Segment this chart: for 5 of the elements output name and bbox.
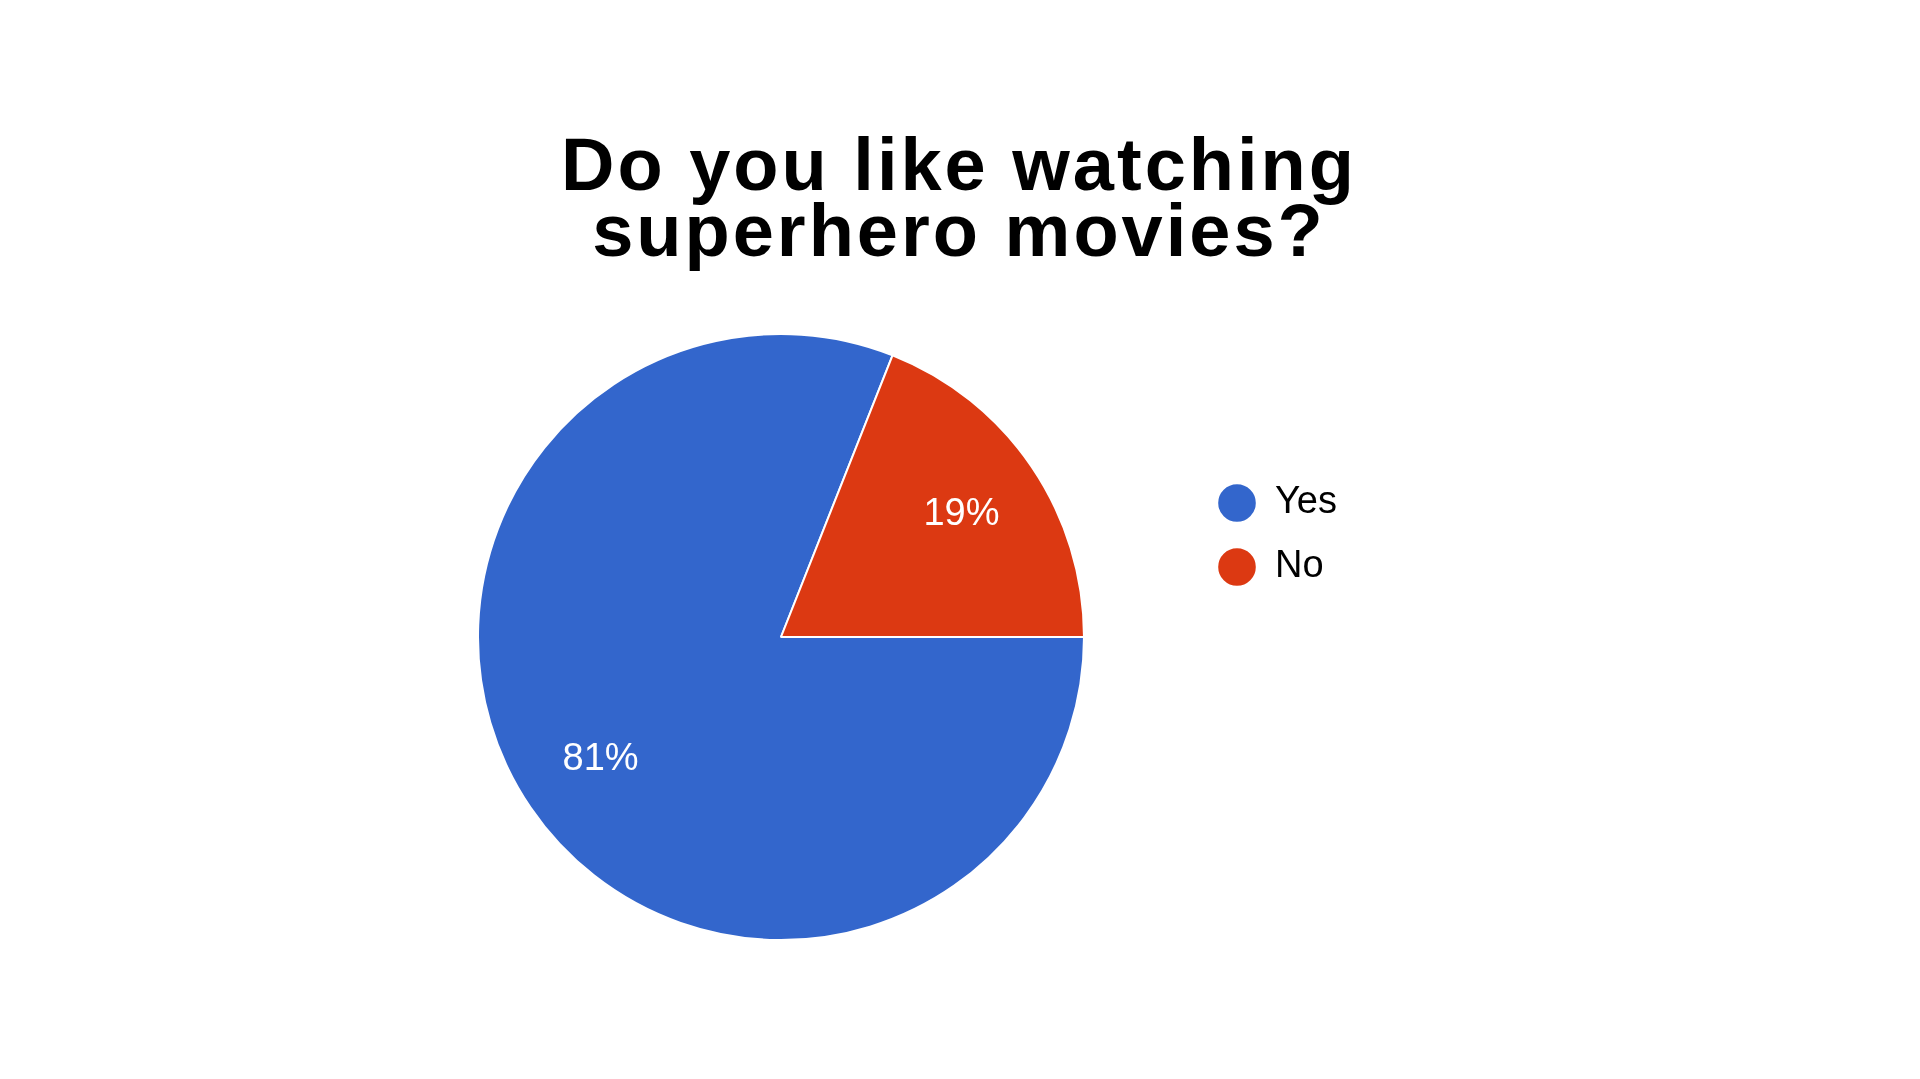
data-label: 81% [562, 736, 639, 779]
legend-label: Yes [1275, 479, 1337, 522]
legend-label: No [1275, 543, 1324, 586]
chart-title: Do you like watching superhero movies? [560, 123, 1358, 272]
data-label: 19% [923, 490, 1000, 533]
